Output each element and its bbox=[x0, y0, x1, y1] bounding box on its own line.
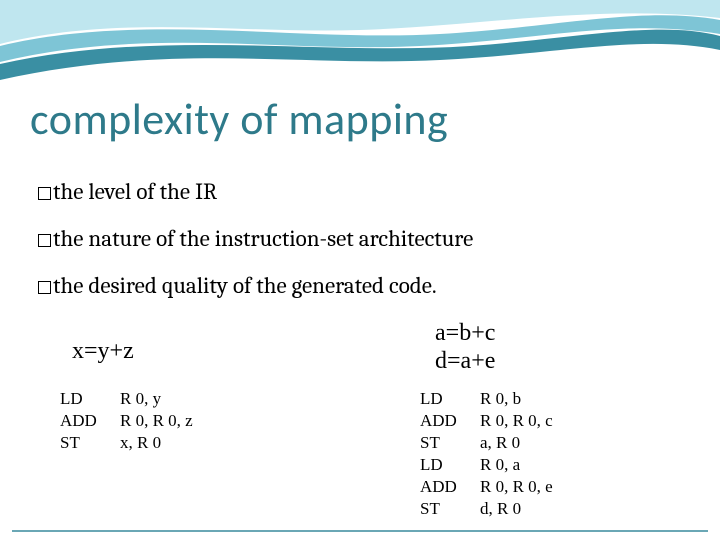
header-swoosh-decoration bbox=[0, 0, 720, 90]
code-row: LDR 0, y bbox=[60, 388, 193, 410]
code-op: LD bbox=[420, 388, 480, 410]
slide: complexity of mapping the level of the I… bbox=[0, 0, 720, 540]
bullet-list: the level of the IR the nature of the in… bbox=[38, 178, 678, 318]
code-block-left: LDR 0, y ADDR 0, R 0, z STx, R 0 bbox=[60, 388, 193, 454]
code-args: R 0, y bbox=[120, 388, 161, 410]
code-op: ST bbox=[420, 432, 480, 454]
code-row: STd, R 0 bbox=[420, 498, 553, 520]
code-op: ADD bbox=[60, 410, 120, 432]
code-op: LD bbox=[420, 454, 480, 476]
code-args: a, R 0 bbox=[480, 432, 520, 454]
code-args: x, R 0 bbox=[120, 432, 161, 454]
expression-left: x=y+z bbox=[72, 338, 134, 365]
footer-underline-decoration bbox=[12, 530, 708, 532]
bullet-box-icon bbox=[38, 234, 51, 247]
bullet-box-icon bbox=[38, 281, 51, 294]
bullet-text: the desired quality of the generated cod… bbox=[53, 272, 437, 299]
code-row: ADDR 0, R 0, e bbox=[420, 476, 553, 498]
code-row: LDR 0, b bbox=[420, 388, 553, 410]
expression-right-line1: a=b+c bbox=[435, 320, 495, 348]
code-row: LDR 0, a bbox=[420, 454, 553, 476]
bullet-text: the level of the IR bbox=[53, 178, 217, 205]
code-args: d, R 0 bbox=[480, 498, 521, 520]
bullet-box-icon bbox=[38, 187, 51, 200]
slide-title: complexity of mapping bbox=[30, 92, 448, 146]
code-row: STa, R 0 bbox=[420, 432, 553, 454]
code-args: R 0, R 0, e bbox=[480, 476, 553, 498]
code-block-right: LDR 0, b ADDR 0, R 0, c STa, R 0 LDR 0, … bbox=[420, 388, 553, 521]
code-args: R 0, b bbox=[480, 388, 521, 410]
code-args: R 0, R 0, c bbox=[480, 410, 553, 432]
code-op: ADD bbox=[420, 476, 480, 498]
code-args: R 0, R 0, z bbox=[120, 410, 193, 432]
expression-right: a=b+c d=a+e bbox=[435, 320, 495, 375]
code-op: ST bbox=[420, 498, 480, 520]
expression-right-line2: d=a+e bbox=[435, 348, 495, 376]
bullet-item: the level of the IR bbox=[38, 178, 678, 207]
code-op: ADD bbox=[420, 410, 480, 432]
bullet-item: the desired quality of the generated cod… bbox=[38, 272, 678, 301]
code-row: ADDR 0, R 0, z bbox=[60, 410, 193, 432]
code-row: STx, R 0 bbox=[60, 432, 193, 454]
code-op: LD bbox=[60, 388, 120, 410]
code-row: ADDR 0, R 0, c bbox=[420, 410, 553, 432]
code-args: R 0, a bbox=[480, 454, 520, 476]
bullet-item: the nature of the instruction-set archit… bbox=[38, 225, 678, 254]
bullet-text: the nature of the instruction-set archit… bbox=[53, 225, 473, 252]
code-op: ST bbox=[60, 432, 120, 454]
